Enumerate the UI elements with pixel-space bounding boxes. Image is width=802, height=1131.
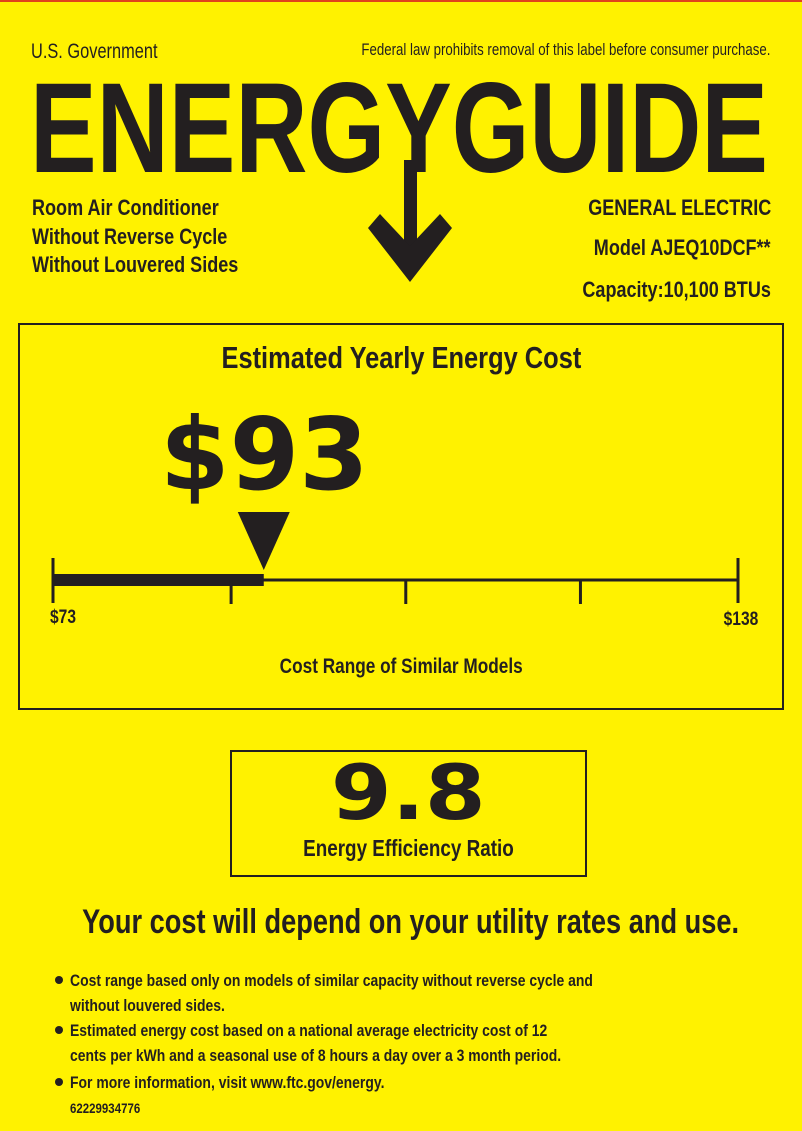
model-number: Model AJEQ10DCF** (594, 235, 771, 260)
cost-scale (51, 512, 740, 604)
down-arrow-icon (368, 214, 452, 282)
capacity: Capacity:10,100 BTUs (582, 277, 771, 302)
logo-text: ENERGYGUIDE (30, 57, 768, 200)
efficiency-label: Energy Efficiency Ratio (303, 835, 514, 861)
cost-value: $93 (160, 396, 369, 513)
range-min: $73 (50, 607, 76, 628)
disclaimer: Your cost will depend on your utility ra… (82, 903, 740, 941)
efficiency-value: 9.8 (331, 748, 486, 837)
government-label: U.S. Government (31, 40, 158, 63)
bullet-icon (55, 976, 63, 984)
note-2: Estimated energy cost based on a nationa… (55, 1019, 669, 1068)
note-3: For more information, visit www.ftc.gov/… (55, 1071, 454, 1096)
label-code: 62229934776 (70, 1100, 141, 1116)
product-type: Room Air Conditioner Without Reverse Cyc… (32, 195, 239, 277)
cost-bar (53, 574, 264, 586)
energyguide-logo: ENERGYGUIDE (30, 57, 768, 282)
cost-title: Estimated Yearly Energy Cost (221, 340, 581, 375)
bullet-icon (55, 1078, 63, 1086)
cost-pointer-icon (237, 512, 290, 570)
arrow-stem (404, 160, 417, 260)
range-label: Cost Range of Similar Models (279, 655, 523, 678)
removal-notice: Federal law prohibits removal of this la… (360, 40, 770, 59)
brand: GENERAL ELECTRIC (587, 195, 771, 220)
top-rule (0, 0, 802, 2)
note-1: Cost range based only on models of simil… (55, 969, 708, 1018)
efficiency-box (230, 750, 587, 877)
range-max: $138 (723, 609, 758, 630)
bullet-icon (55, 1026, 63, 1034)
cost-box (18, 323, 784, 710)
